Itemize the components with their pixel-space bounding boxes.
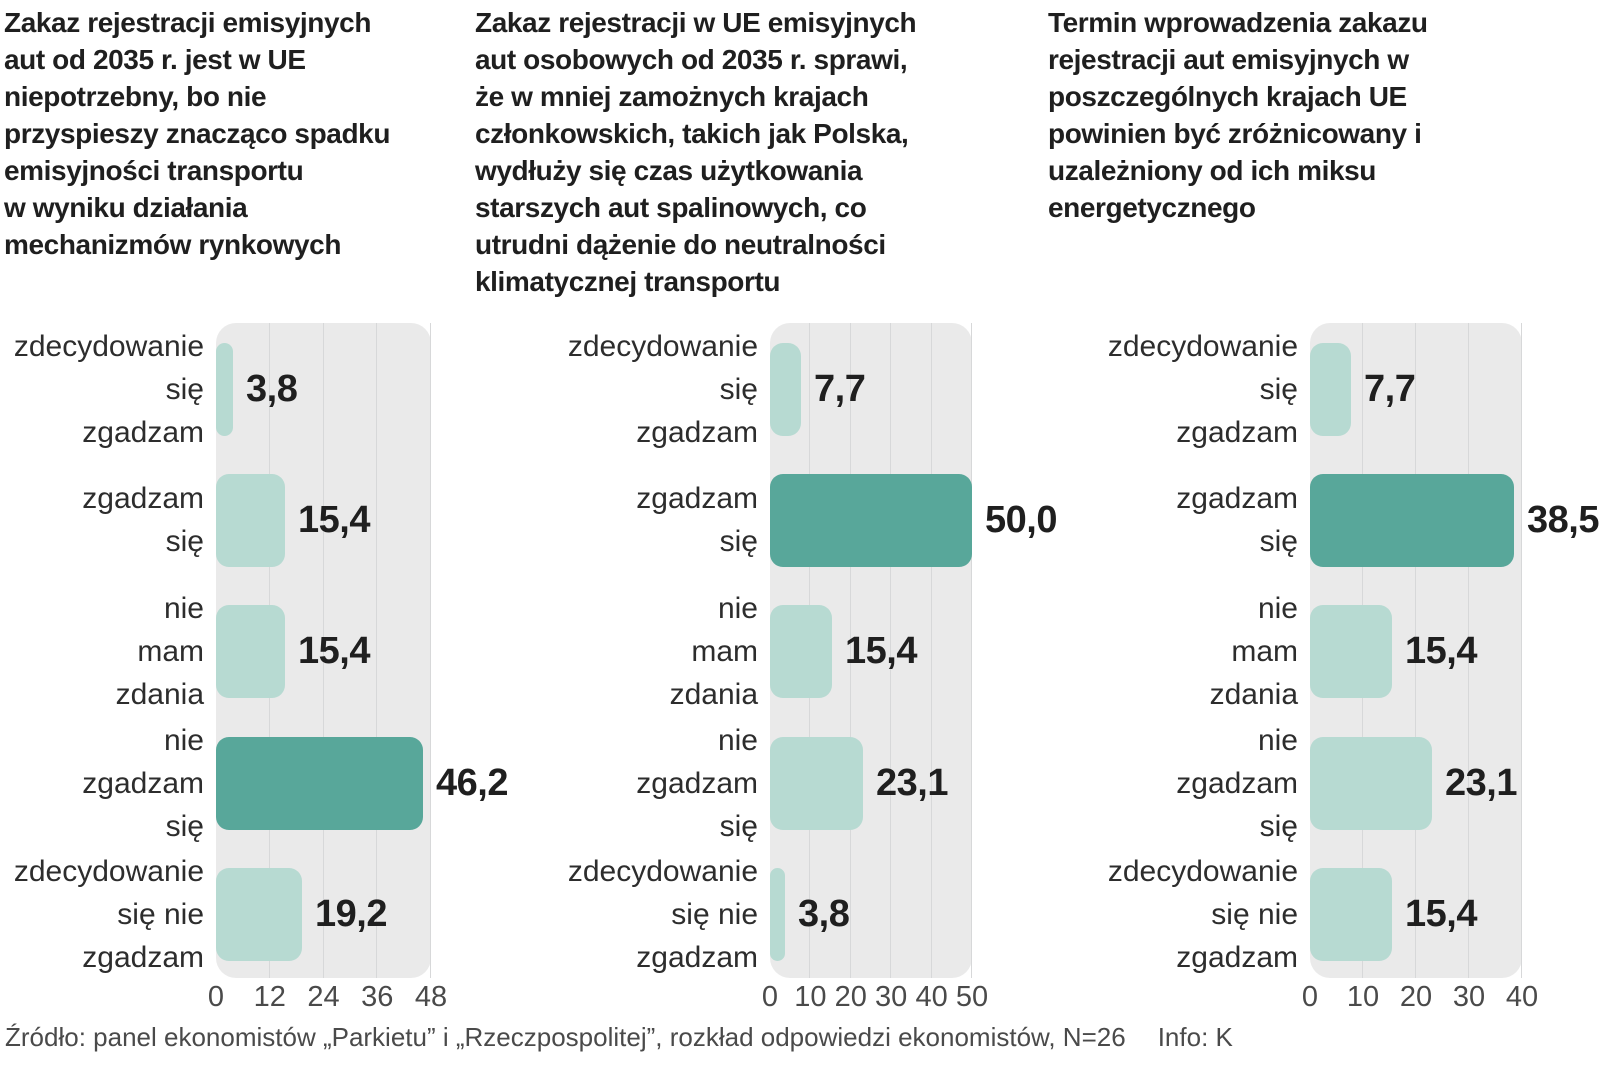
x-axis-tick: 10 [1346, 981, 1380, 1013]
x-axis-tick: 0 [761, 981, 779, 1013]
info-credit: Info: K [1157, 1022, 1233, 1052]
category-label: nie zgadzam się [1176, 723, 1298, 843]
gridline [1415, 323, 1416, 978]
bar [1310, 604, 1392, 698]
category-label: zdecydowanie się nie zgadzam [1107, 854, 1298, 974]
bar [216, 342, 233, 436]
value-label: 7,7 [1364, 368, 1416, 410]
gridline [930, 323, 932, 978]
bar-highlighted [216, 736, 423, 830]
value-label: 46,2 [436, 762, 508, 804]
value-label: 15,4 [1405, 630, 1477, 672]
bar [216, 604, 285, 698]
value-label: 3,8 [798, 893, 850, 935]
category-label: zgadzam się [1176, 482, 1298, 558]
value-label: 15,4 [1405, 893, 1477, 935]
bar [770, 736, 863, 830]
x-axis-tick: 20 [834, 981, 867, 1013]
chart-3-title: Termin wprowadzenia zakazu rejestracji a… [1048, 7, 1428, 223]
x-axis-tick: 40 [915, 981, 948, 1013]
chart-2-title: Zakaz rejestracji w UE emisyjnych aut os… [475, 7, 917, 297]
value-label: 23,1 [876, 762, 948, 804]
x-axis-tick: 12 [253, 981, 286, 1013]
x-axis-tick: 0 [1301, 981, 1319, 1013]
value-label: 7,7 [814, 368, 866, 410]
value-label: 3,8 [246, 368, 298, 410]
category-label: zdecydowanie się zgadzam [567, 329, 758, 449]
value-label: 15,4 [845, 630, 917, 672]
value-label: 19,2 [315, 893, 387, 935]
bar [1310, 342, 1351, 436]
category-label: nie zgadzam się [82, 723, 204, 843]
value-label: 15,4 [298, 630, 370, 672]
category-label: zdecydowanie się zgadzam [1107, 329, 1298, 449]
gridline [322, 323, 324, 978]
bar [1310, 736, 1432, 830]
value-label: 50,0 [985, 499, 1057, 541]
x-axis-tick: 30 [875, 981, 908, 1013]
category-label: nie mam zdania [1209, 591, 1298, 711]
bar-highlighted [1310, 473, 1514, 567]
gridline [376, 323, 378, 978]
value-label: 23,1 [1445, 762, 1517, 804]
bar [770, 342, 801, 436]
category-label: nie mam zdania [115, 591, 204, 711]
category-label: zdecydowanie się nie zgadzam [13, 854, 204, 974]
gridline [430, 323, 431, 978]
value-label: 15,4 [298, 499, 370, 541]
source-text: Źródło: panel ekonomistów „Parkietu” i „… [5, 1022, 1126, 1052]
gridline [971, 323, 972, 978]
bar [216, 867, 302, 961]
gridline [849, 323, 851, 978]
bar [770, 604, 832, 698]
bar [1310, 867, 1392, 961]
chart-1-title: Zakaz rejestracji emisyjnych aut od 2035… [4, 7, 391, 260]
category-label: zdecydowanie się zgadzam [13, 329, 204, 449]
x-axis-tick: 30 [1452, 981, 1486, 1013]
gridline [890, 323, 892, 978]
category-label: nie zgadzam się [636, 723, 758, 843]
bar [216, 473, 285, 567]
bar [770, 867, 785, 961]
category-label: nie mam zdania [669, 591, 758, 711]
x-axis-tick: 50 [955, 981, 989, 1013]
x-axis-tick: 20 [1399, 981, 1433, 1013]
category-label: zgadzam się [636, 482, 758, 558]
bar-highlighted [770, 473, 972, 567]
category-label: zgadzam się [82, 482, 204, 558]
category-label: zdecydowanie się nie zgadzam [567, 854, 758, 974]
x-axis-tick: 0 [207, 981, 225, 1013]
value-label: 38,5 [1527, 499, 1599, 541]
x-axis-tick: 48 [414, 981, 448, 1013]
gridline [1468, 323, 1469, 978]
x-axis-tick: 40 [1505, 981, 1539, 1013]
x-axis-tick: 24 [307, 981, 340, 1013]
source-note: Źródło: panel ekonomistów „Parkietu” i „… [5, 1021, 1233, 1053]
gridline [1521, 323, 1522, 978]
x-axis-tick: 36 [361, 981, 394, 1013]
x-axis-tick: 10 [794, 981, 827, 1013]
